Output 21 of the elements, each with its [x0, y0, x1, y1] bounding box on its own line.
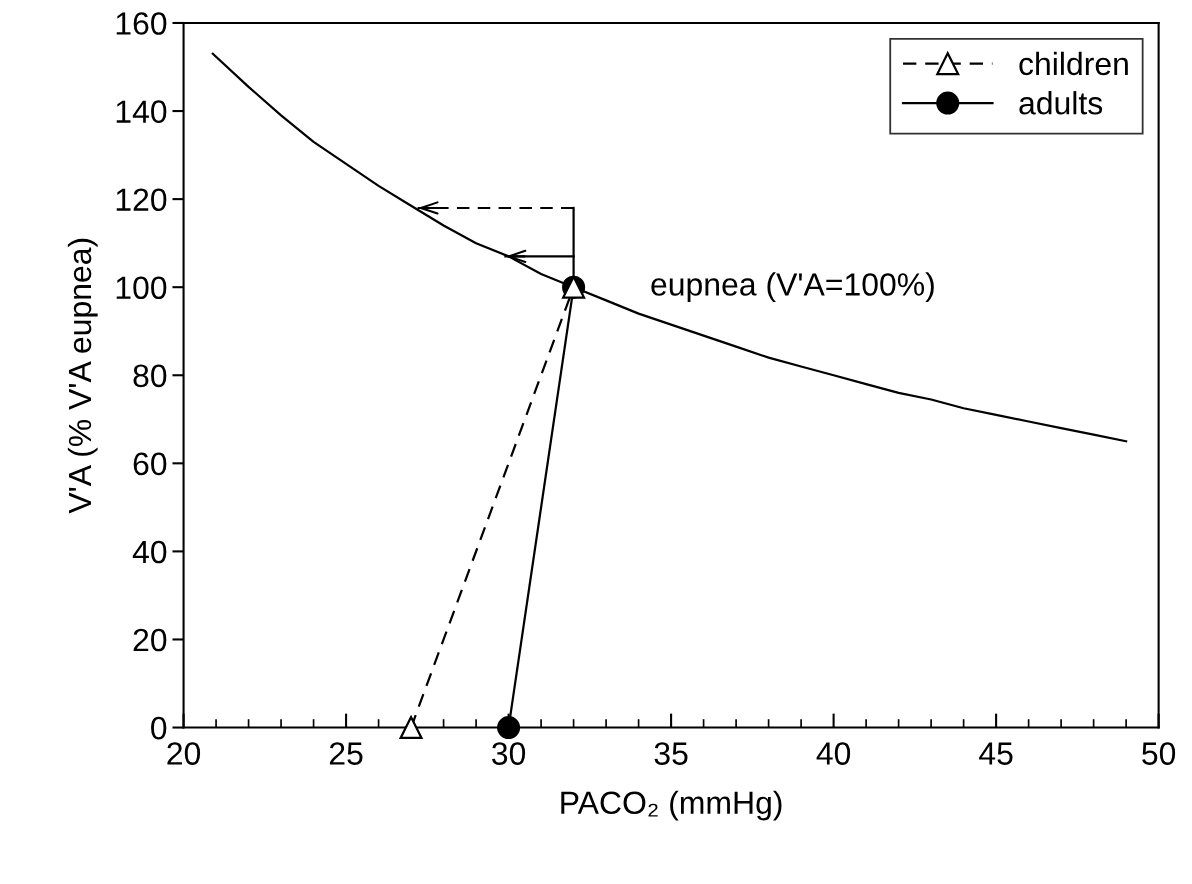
x-tick-label: 25 [329, 742, 363, 765]
annotation: eupnea (V'A=100%) [651, 272, 934, 303]
x-tick-label: 40 [816, 742, 851, 765]
y-axis-title: V'A (% V'A eupnea) [67, 238, 98, 514]
x-tick-label: 20 [167, 742, 201, 765]
x-tick-label: 30 [492, 742, 526, 765]
x-tick-label: 50 [1142, 742, 1176, 765]
y-tick-label: 40 [132, 540, 167, 564]
x-axis-title: PACO₂ (mmHg) [561, 790, 782, 821]
y-tick-label: 100 [116, 276, 167, 300]
y-tick-label: 20 [133, 628, 167, 652]
legend-label: children [1019, 51, 1128, 76]
legend-label: adults [1019, 91, 1103, 115]
y-tick-label: 140 [116, 100, 167, 123]
x-tick-label: 35 [654, 742, 688, 765]
y-tick-label: 80 [133, 364, 167, 388]
y-tick-label: 60 [133, 452, 167, 476]
y-tick-label: 160 [116, 12, 167, 35]
y-tick-label: 0 [151, 716, 167, 740]
x-tick-label: 45 [979, 742, 1013, 765]
y-tick-label: 120 [116, 188, 167, 212]
